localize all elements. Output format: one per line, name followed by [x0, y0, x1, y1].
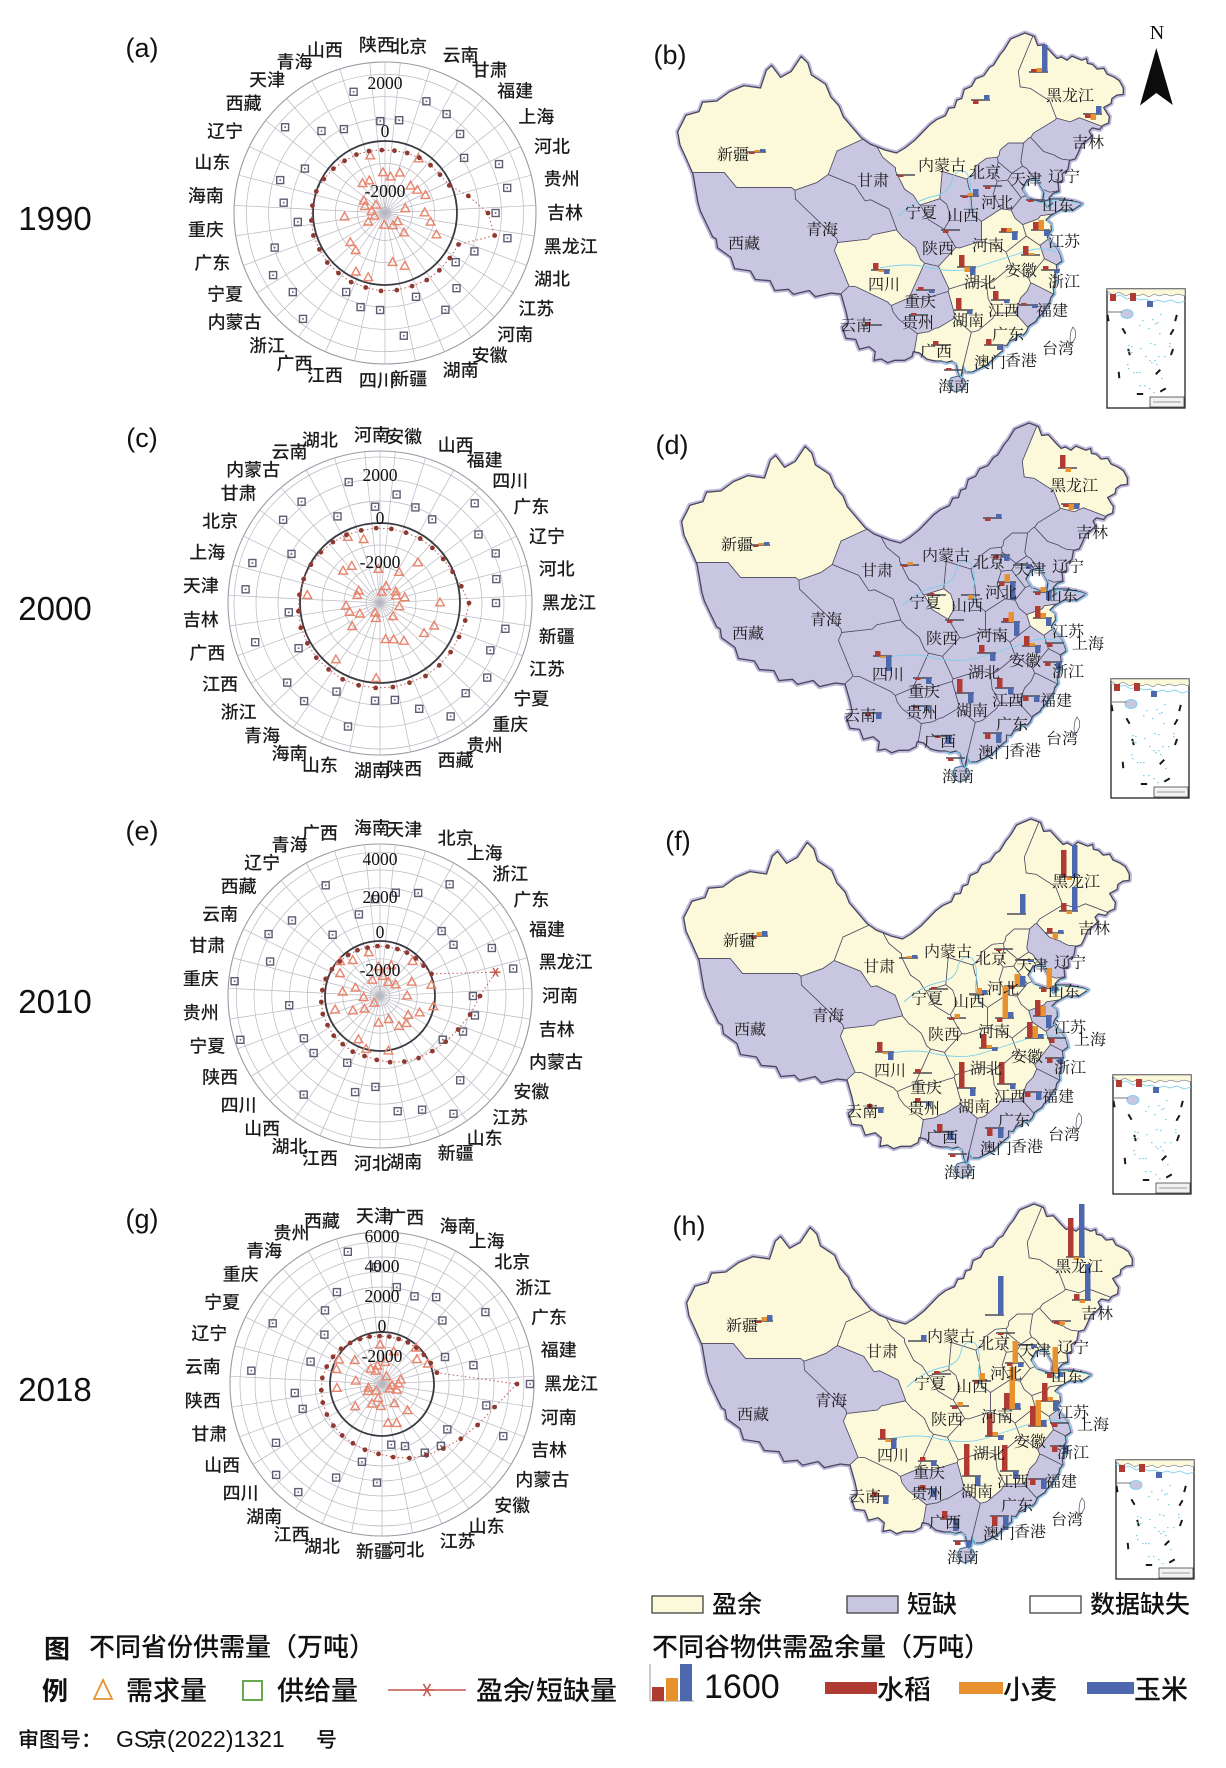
svg-text:(d): (d) — [656, 430, 689, 460]
svg-text:2000: 2000 — [18, 590, 91, 627]
svg-text:0: 0 — [378, 1316, 387, 1336]
svg-text:4000: 4000 — [363, 849, 398, 869]
svg-text:(f): (f) — [665, 826, 690, 856]
svg-text:2000: 2000 — [363, 465, 398, 485]
svg-text:(e): (e) — [126, 816, 159, 846]
svg-text:/: / — [527, 1677, 534, 1705]
svg-text:2000: 2000 — [363, 887, 398, 907]
svg-text:-2000: -2000 — [365, 181, 406, 201]
svg-text:2010: 2010 — [18, 983, 91, 1020]
svg-text:(g): (g) — [126, 1204, 159, 1234]
svg-text:0: 0 — [376, 922, 385, 942]
svg-text:-2000: -2000 — [360, 960, 401, 980]
svg-text:2018: 2018 — [18, 1371, 91, 1408]
svg-text:4000: 4000 — [365, 1256, 400, 1276]
svg-text:(b): (b) — [654, 40, 687, 70]
svg-text:(2022)1321: (2022)1321 — [167, 1726, 285, 1752]
svg-text:1990: 1990 — [18, 200, 91, 237]
svg-text:-2000: -2000 — [360, 552, 401, 572]
svg-text:(c): (c) — [126, 423, 157, 453]
svg-text:(h): (h) — [673, 1211, 706, 1241]
svg-text:N: N — [1150, 22, 1164, 44]
svg-text:2000: 2000 — [368, 73, 403, 93]
svg-text:-2000: -2000 — [362, 1346, 403, 1366]
svg-text:1600: 1600 — [704, 1668, 780, 1706]
svg-text:0: 0 — [376, 508, 385, 528]
svg-text:6000: 6000 — [365, 1226, 400, 1246]
svg-text:2000: 2000 — [365, 1286, 400, 1306]
svg-text:0: 0 — [381, 121, 390, 141]
svg-text:(a): (a) — [126, 33, 159, 63]
svg-text:GS: GS — [116, 1726, 149, 1752]
